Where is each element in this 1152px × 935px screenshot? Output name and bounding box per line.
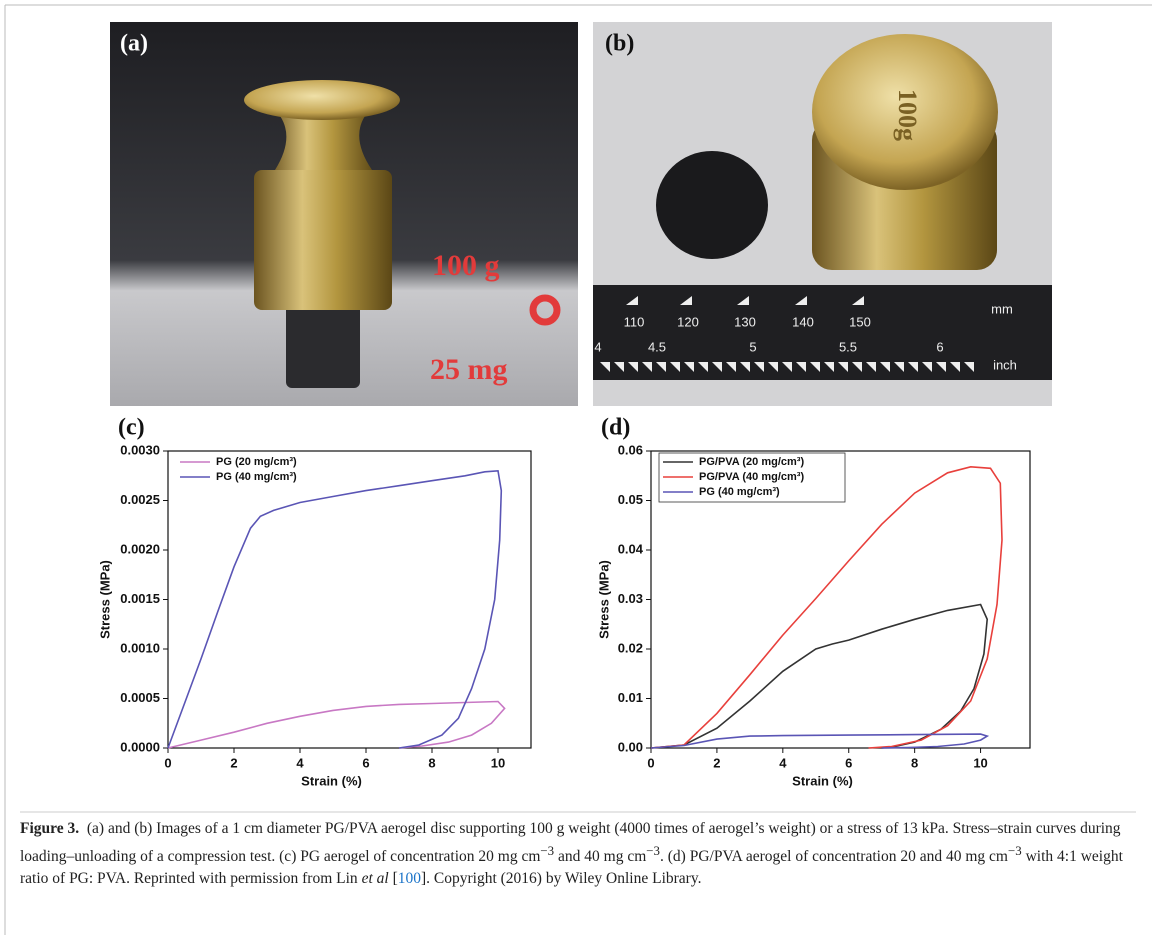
citation-link[interactable]: 100 xyxy=(398,870,421,887)
y-tick-label: 0.0030 xyxy=(120,442,160,457)
y-tick-label: 0.0000 xyxy=(120,739,160,754)
x-tick-label: 10 xyxy=(491,755,505,770)
y-tick-label: 0.0010 xyxy=(120,640,160,655)
ruler-label: 130 xyxy=(734,314,756,329)
panel-label: (a) xyxy=(120,31,148,57)
photo-annotation: 100 g xyxy=(432,249,500,282)
x-tick-label: 4 xyxy=(779,755,787,770)
panel-label: (c) xyxy=(118,415,145,441)
x-tick-label: 0 xyxy=(164,755,171,770)
y-tick-label: 0.02 xyxy=(618,640,643,655)
ruler-label: 6 xyxy=(936,339,943,354)
photo-a: (a) 100 g 25 mg xyxy=(110,22,578,406)
ruler-label: 140 xyxy=(792,314,814,329)
ruler-label: 5 xyxy=(749,339,756,354)
y-tick-label: 0.0025 xyxy=(120,492,160,507)
data-line xyxy=(168,471,501,748)
x-tick-label: 2 xyxy=(230,755,237,770)
caption-italic: et al xyxy=(362,870,389,887)
data-line xyxy=(651,467,1002,748)
y-tick-label: 0.0005 xyxy=(120,690,160,705)
y-tick-label: 0.01 xyxy=(618,690,643,705)
legend-label: PG (20 mg/cm³) xyxy=(216,456,297,468)
y-tick-label: 0.05 xyxy=(618,492,643,507)
photo-annotation: 25 mg xyxy=(430,353,508,386)
ruler-label: 5.5 xyxy=(839,339,857,354)
page: {"photos":{ "a":{"label":"(a)","weight":… xyxy=(0,0,1152,935)
y-axis-title: Stress (MPa) xyxy=(97,560,112,639)
legend-label: PG (40 mg/cm³) xyxy=(699,486,780,498)
y-tick-label: 0.0015 xyxy=(120,591,160,606)
x-tick-label: 6 xyxy=(845,755,852,770)
x-tick-label: 6 xyxy=(362,755,369,770)
caption: Figure 3. (a) and (b) Images of a 1 cm d… xyxy=(20,818,1138,890)
caption-text: . (d) PG/PVA aerogel of concentration 20… xyxy=(660,848,1008,865)
caption-sup: −3 xyxy=(646,843,660,858)
x-axis-title: Strain (%) xyxy=(301,773,362,788)
x-tick-label: 8 xyxy=(428,755,435,770)
y-tick-label: 0.06 xyxy=(618,442,643,457)
x-tick-label: 10 xyxy=(973,755,987,770)
x-tick-label: 8 xyxy=(911,755,918,770)
panel-label: (b) xyxy=(605,31,634,57)
figure: (a) 100 g 25 mg 100g (b) 110 120 130 140 150… xyxy=(0,0,1152,935)
y-tick-label: 0.00 xyxy=(618,739,643,754)
x-tick-label: 2 xyxy=(713,755,720,770)
y-axis-title: Stress (MPa) xyxy=(596,560,611,639)
ruler-unit: mm xyxy=(991,301,1013,316)
x-tick-label: 0 xyxy=(647,755,654,770)
caption-text: ]. Copyright (2016) by Wiley Online Libr… xyxy=(421,870,701,887)
ruler-label: 4 xyxy=(594,339,601,354)
x-axis-title: Strain (%) xyxy=(792,773,853,788)
photo-b: 100g (b) 110 120 130 140 150 mm 4 4.5 5 5.5 6 inch xyxy=(593,22,1052,406)
caption-text: and 40 mg cm xyxy=(554,848,646,865)
y-tick-label: 0.03 xyxy=(618,591,643,606)
ruler-unit: inch xyxy=(993,357,1017,372)
x-tick-label: 4 xyxy=(296,755,304,770)
engraving: 100g xyxy=(893,89,922,141)
ruler-label: 120 xyxy=(677,314,699,329)
legend-label: PG/PVA (20 mg/cm³) xyxy=(699,456,804,468)
ruler-label: 150 xyxy=(849,314,871,329)
caption-label: Figure 3. xyxy=(20,820,79,837)
y-tick-label: 0.0020 xyxy=(120,541,160,556)
caption-sup: −3 xyxy=(540,843,554,858)
caption-text: [ xyxy=(389,870,398,887)
y-tick-label: 0.04 xyxy=(618,541,644,556)
data-line xyxy=(651,605,987,749)
panel-label: (d) xyxy=(601,415,630,441)
legend-label: PG (40 mg/cm³) xyxy=(216,471,297,483)
ruler-label: 110 xyxy=(624,314,645,329)
caption-sup: −3 xyxy=(1008,843,1022,858)
data-line xyxy=(168,702,505,749)
legend-label: PG/PVA (40 mg/cm³) xyxy=(699,471,804,483)
ruler-label: 4.5 xyxy=(648,339,666,354)
